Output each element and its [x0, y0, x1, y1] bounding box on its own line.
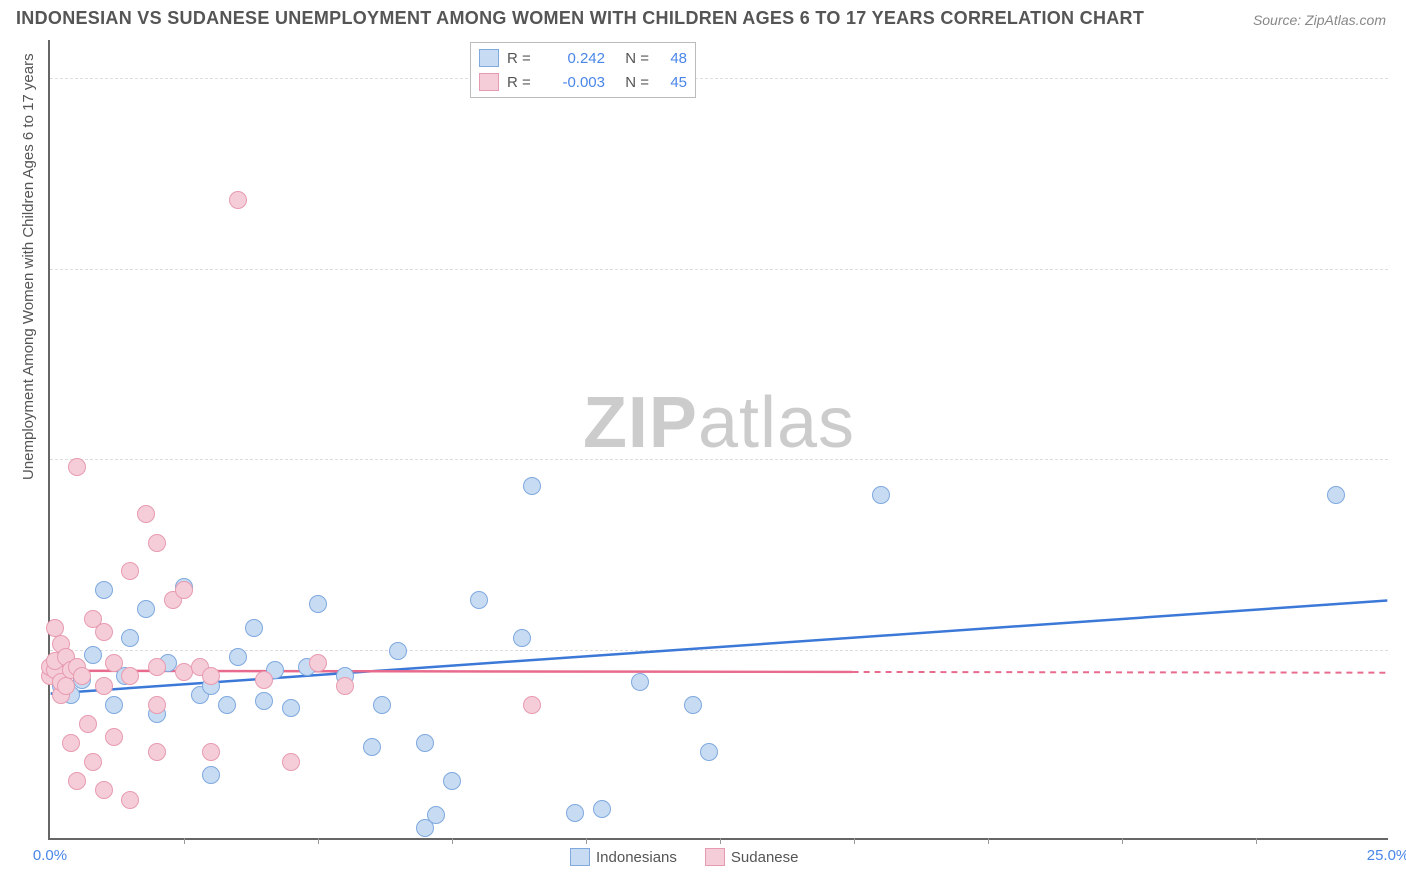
data-point: [631, 673, 649, 691]
watermark: ZIPatlas: [583, 382, 855, 464]
legend-row: R = -0.003 N = 45: [479, 70, 687, 94]
legend-swatch: [479, 49, 499, 67]
data-point: [137, 505, 155, 523]
r-label: R =: [507, 50, 537, 67]
data-point: [872, 486, 890, 504]
gridline: [50, 269, 1388, 270]
data-point: [148, 743, 166, 761]
gridline: [50, 78, 1388, 79]
x-stub: [854, 838, 855, 844]
data-point: [84, 753, 102, 771]
x-stub: [1122, 838, 1123, 844]
n-label: N =: [613, 50, 649, 67]
plot-area: ZIPatlas 10.0%20.0%30.0%40.0% R =0.242N …: [48, 40, 1388, 840]
series-legend-item: Indonesians: [570, 848, 677, 866]
r-value: 0.242: [545, 50, 605, 67]
x-stub: [586, 838, 587, 844]
legend-swatch: [570, 848, 590, 866]
data-point: [95, 581, 113, 599]
y-axis-label: Unemployment Among Women with Children A…: [20, 53, 37, 480]
data-point: [62, 734, 80, 752]
n-label: N =: [613, 74, 649, 91]
x-tick-max: 25.0%: [1367, 847, 1406, 864]
data-point: [513, 629, 531, 647]
data-point: [255, 671, 273, 689]
data-point: [79, 715, 97, 733]
data-point: [363, 738, 381, 756]
data-point: [684, 696, 702, 714]
x-stub: [1256, 838, 1257, 844]
data-point: [148, 658, 166, 676]
data-point: [84, 646, 102, 664]
data-point: [121, 562, 139, 580]
data-point: [309, 654, 327, 672]
x-stub: [452, 838, 453, 844]
data-point: [137, 600, 155, 618]
data-point: [121, 791, 139, 809]
x-stub: [988, 838, 989, 844]
gridline: [50, 459, 1388, 460]
legend-swatch: [705, 848, 725, 866]
r-value: -0.003: [545, 74, 605, 91]
source-attribution: Source: ZipAtlas.com: [1253, 12, 1386, 28]
data-point: [105, 696, 123, 714]
n-value: 45: [657, 74, 687, 91]
data-point: [282, 753, 300, 771]
data-point: [95, 781, 113, 799]
series-name: Sudanese: [731, 849, 799, 866]
data-point: [202, 743, 220, 761]
data-point: [68, 772, 86, 790]
data-point: [373, 696, 391, 714]
data-point: [255, 692, 273, 710]
series-legend: Indonesians Sudanese: [570, 848, 798, 866]
legend-swatch: [479, 73, 499, 91]
r-label: R =: [507, 74, 537, 91]
trend-lines: [50, 40, 1388, 838]
data-point: [175, 581, 193, 599]
data-point: [389, 642, 407, 660]
data-point: [105, 728, 123, 746]
data-point: [95, 677, 113, 695]
gridline: [50, 650, 1388, 651]
data-point: [443, 772, 461, 790]
correlation-legend: R = 0.242 N = 48 R = -0.003 N = 45: [470, 42, 696, 98]
data-point: [245, 619, 263, 637]
data-point: [523, 477, 541, 495]
data-point: [202, 766, 220, 784]
series-legend-item: Sudanese: [705, 848, 799, 866]
x-stub: [720, 838, 721, 844]
chart-title: INDONESIAN VS SUDANESE UNEMPLOYMENT AMON…: [16, 8, 1144, 29]
series-name: Indonesians: [596, 849, 677, 866]
data-point: [700, 743, 718, 761]
data-point: [218, 696, 236, 714]
n-value: 48: [657, 50, 687, 67]
data-point: [121, 629, 139, 647]
x-tick-min: 0.0%: [33, 847, 67, 864]
data-point: [427, 806, 445, 824]
data-point: [593, 800, 611, 818]
x-stub: [318, 838, 319, 844]
data-point: [229, 191, 247, 209]
data-point: [470, 591, 488, 609]
data-point: [95, 623, 113, 641]
data-point: [523, 696, 541, 714]
data-point: [105, 654, 123, 672]
data-point: [282, 699, 300, 717]
data-point: [121, 667, 139, 685]
legend-row: R = 0.242 N = 48: [479, 46, 687, 70]
data-point: [416, 734, 434, 752]
x-stub: [184, 838, 185, 844]
data-point: [336, 677, 354, 695]
data-point: [566, 804, 584, 822]
data-point: [68, 458, 86, 476]
data-point: [148, 696, 166, 714]
data-point: [1327, 486, 1345, 504]
data-point: [309, 595, 327, 613]
data-point: [202, 667, 220, 685]
data-point: [148, 534, 166, 552]
data-point: [229, 648, 247, 666]
data-point: [73, 667, 91, 685]
